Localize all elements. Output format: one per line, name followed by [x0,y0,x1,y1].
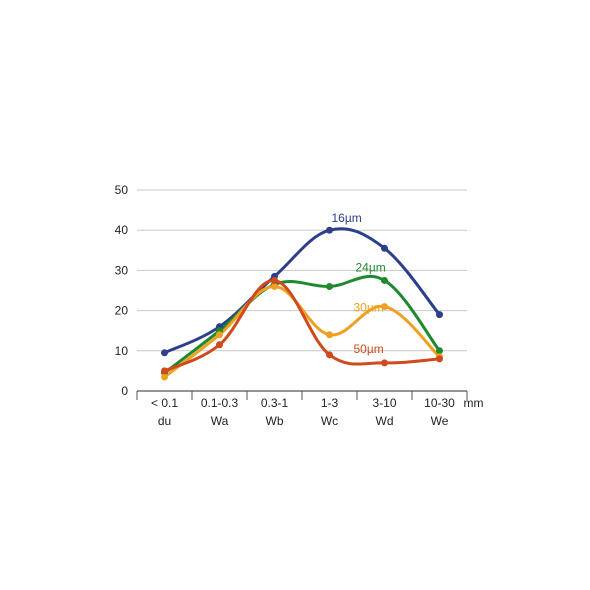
x-tick-label-range: < 0.1 [151,396,178,410]
data-point [161,373,168,381]
y-tick-label: 30 [115,263,129,277]
data-point [326,331,333,339]
series-line-3 [163,284,441,379]
x-tick-label-range: 3-10 [372,396,396,410]
series-label: 24µm [356,260,386,274]
x-tick-label-range: 0.3-1 [261,396,289,410]
x-tick-label-code: Wa [211,414,229,428]
x-axis-unit-label: mm [464,396,484,410]
x-tick-label-range: 0.1-0.3 [201,396,239,410]
series-points [161,226,443,381]
data-point [326,351,333,359]
y-tick-label: 40 [115,223,129,237]
y-tick-label: 10 [115,344,129,358]
y-axis-ticks: 0 10 20 30 40 50 [115,183,129,398]
x-tick-label-code: Wb [266,414,284,428]
x-tick-label-code: du [158,414,171,428]
data-point [381,359,388,367]
series-label: 30µm [354,301,384,315]
data-point [381,276,388,284]
series-label: 50µm [354,342,384,356]
data-point [161,367,168,375]
x-axis-ticks: < 0.1 du 0.1-0.3 Wa 0.3-1 Wb 1-3 Wc 3-10 Wd 10-30 W… [136,391,468,428]
series-lines [163,227,441,379]
x-tick-label-code: We [431,414,449,428]
data-point [326,282,333,290]
data-point [381,303,388,311]
data-point [271,282,278,290]
data-point [216,331,223,339]
x-tick-label-code: Wd [376,414,394,428]
data-point [271,276,278,284]
data-point [326,226,333,234]
data-point [161,349,168,357]
x-tick-label-code: Wc [321,414,338,428]
y-tick-label: 50 [115,183,129,197]
gridlines [137,189,467,352]
series-line-2 [163,274,441,375]
data-point [436,355,443,363]
data-point [436,347,443,355]
y-tick-label: 0 [121,384,128,398]
x-tick-label-range: 10-30 [424,396,455,410]
y-tick-label: 20 [115,304,129,318]
x-tick-label-range: 1-3 [321,396,339,410]
data-point [216,341,223,349]
data-point [381,244,388,252]
series-labels: 16µm 24µm 30µm 50µm [332,211,386,356]
data-point [436,311,443,319]
series-label: 16µm [332,211,362,225]
